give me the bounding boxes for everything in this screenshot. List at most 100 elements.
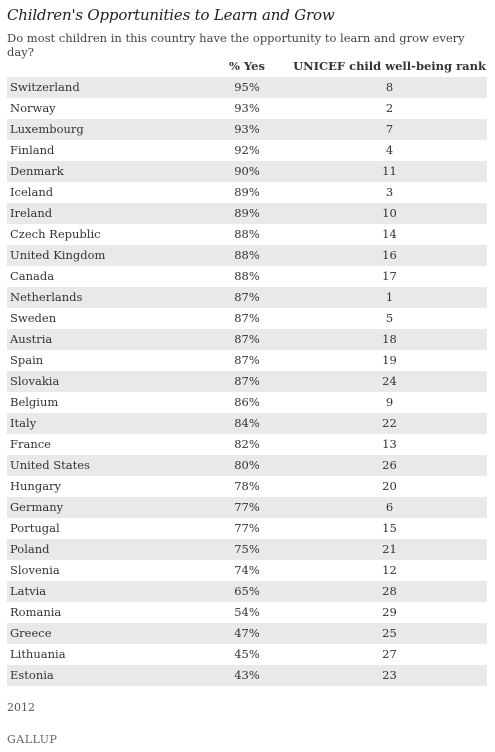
table-row: Ireland 89% 10 bbox=[7, 203, 487, 224]
unicef-rank-cell: 26 bbox=[382, 458, 397, 472]
country-cell: Czech Republic bbox=[10, 227, 101, 241]
percent-yes-cell: 88% bbox=[234, 269, 260, 283]
percent-yes-cell: 86% bbox=[234, 395, 260, 409]
table-row: Norway 93% 2 bbox=[7, 98, 487, 119]
unicef-rank-cell: 13 bbox=[382, 437, 397, 451]
gallup-logo: GALLUP bbox=[7, 733, 58, 746]
percent-yes-cell: 77% bbox=[234, 521, 260, 535]
table-row: Spain 87% 19 bbox=[7, 350, 487, 371]
percent-yes-cell: 80% bbox=[234, 458, 260, 472]
country-cell: United States bbox=[10, 458, 90, 472]
table-row: Poland 75% 21 bbox=[7, 539, 487, 560]
country-cell: Luxembourg bbox=[10, 122, 84, 136]
table-row: France 82% 13 bbox=[7, 434, 487, 455]
column-header-unicef-rank: UNICEF child well-being rank bbox=[293, 59, 486, 73]
country-cell: Netherlands bbox=[10, 290, 83, 304]
unicef-rank-cell: 27 bbox=[382, 647, 397, 661]
unicef-rank-cell: 20 bbox=[382, 479, 397, 493]
table-row: Canada 88% 17 bbox=[7, 266, 487, 287]
country-cell: France bbox=[10, 437, 51, 451]
country-cell: Switzerland bbox=[10, 80, 80, 94]
country-cell: Finland bbox=[10, 143, 55, 157]
table-row: Romania 54% 29 bbox=[7, 602, 487, 623]
table-row: Slovenia 74% 12 bbox=[7, 560, 487, 581]
table-row: Denmark 90% 11 bbox=[7, 161, 487, 182]
percent-yes-cell: 78% bbox=[234, 479, 260, 493]
unicef-rank-cell: 5 bbox=[385, 311, 394, 325]
country-cell: United Kingdom bbox=[10, 248, 106, 262]
percent-yes-cell: 74% bbox=[234, 563, 260, 577]
table-row: Luxembourg 93% 7 bbox=[7, 119, 487, 140]
unicef-rank-cell: 29 bbox=[382, 605, 397, 619]
percent-yes-cell: 45% bbox=[234, 647, 260, 661]
table-row: Switzerland 95% 8 bbox=[7, 77, 487, 98]
unicef-rank-cell: 22 bbox=[382, 416, 397, 430]
unicef-rank-cell: 9 bbox=[385, 395, 394, 409]
country-cell: Ireland bbox=[10, 206, 53, 220]
country-cell: Hungary bbox=[10, 479, 62, 493]
country-cell: Romania bbox=[10, 605, 62, 619]
percent-yes-cell: 75% bbox=[234, 542, 260, 556]
percent-yes-cell: 87% bbox=[234, 332, 260, 346]
table-row: Germany 77% 6 bbox=[7, 497, 487, 518]
country-cell: Slovakia bbox=[10, 374, 60, 388]
table-row: Sweden 87% 5 bbox=[7, 308, 487, 329]
country-cell: Estonia bbox=[10, 668, 54, 682]
table-row: United States 80% 26 bbox=[7, 455, 487, 476]
unicef-rank-cell: 2 bbox=[385, 101, 394, 115]
table-row: Estonia 43% 23 bbox=[7, 665, 487, 686]
unicef-rank-cell: 11 bbox=[382, 164, 397, 178]
unicef-rank-cell: 16 bbox=[382, 248, 397, 262]
unicef-rank-cell: 12 bbox=[382, 563, 397, 577]
unicef-rank-cell: 25 bbox=[382, 626, 397, 640]
table-row: Greece 47% 25 bbox=[7, 623, 487, 644]
table-header: % Yes UNICEF child well-being rank bbox=[7, 56, 487, 77]
percent-yes-cell: 92% bbox=[234, 143, 260, 157]
chart-title: Children's Opportunities to Learn and Gr… bbox=[7, 6, 335, 24]
percent-yes-cell: 82% bbox=[234, 437, 260, 451]
country-cell: Poland bbox=[10, 542, 50, 556]
country-cell: Spain bbox=[10, 353, 44, 367]
unicef-rank-cell: 15 bbox=[382, 521, 397, 535]
unicef-rank-cell: 7 bbox=[385, 122, 394, 136]
unicef-rank-cell: 18 bbox=[382, 332, 397, 346]
percent-yes-cell: 90% bbox=[234, 164, 260, 178]
unicef-rank-cell: 23 bbox=[382, 668, 397, 682]
percent-yes-cell: 84% bbox=[234, 416, 260, 430]
percent-yes-cell: 87% bbox=[234, 374, 260, 388]
table-row: Finland 92% 4 bbox=[7, 140, 487, 161]
country-cell: Iceland bbox=[10, 185, 54, 199]
table-row: Hungary 78% 20 bbox=[7, 476, 487, 497]
table-body: Switzerland 95% 8 Norway 93% 2 Luxembourg 93% 7 F… bbox=[7, 77, 487, 686]
country-cell: Lithuania bbox=[10, 647, 66, 661]
percent-yes-cell: 88% bbox=[234, 248, 260, 262]
table-row: Netherlands 87% 1 bbox=[7, 287, 487, 308]
unicef-rank-cell: 1 bbox=[385, 290, 394, 304]
unicef-rank-cell: 28 bbox=[382, 584, 397, 598]
percent-yes-cell: 89% bbox=[234, 185, 260, 199]
country-cell: Germany bbox=[10, 500, 64, 514]
table-row: Lithuania 45% 27 bbox=[7, 644, 487, 665]
table-row: Portugal 77% 15 bbox=[7, 518, 487, 539]
country-cell: Denmark bbox=[10, 164, 64, 178]
unicef-rank-cell: 21 bbox=[382, 542, 397, 556]
country-cell: Canada bbox=[10, 269, 55, 283]
table-row: Slovakia 87% 24 bbox=[7, 371, 487, 392]
table-row: Austria 87% 18 bbox=[7, 329, 487, 350]
country-cell: Belgium bbox=[10, 395, 59, 409]
year-label: 2012 bbox=[7, 701, 35, 714]
country-cell: Italy bbox=[10, 416, 37, 430]
unicef-rank-cell: 24 bbox=[382, 374, 397, 388]
unicef-rank-cell: 6 bbox=[385, 500, 394, 514]
unicef-rank-cell: 4 bbox=[385, 143, 394, 157]
unicef-rank-cell: 3 bbox=[385, 185, 394, 199]
percent-yes-cell: 87% bbox=[234, 311, 260, 325]
table-row: Czech Republic 88% 14 bbox=[7, 224, 487, 245]
table-row: Latvia 65% 28 bbox=[7, 581, 487, 602]
percent-yes-cell: 93% bbox=[234, 122, 260, 136]
percent-yes-cell: 77% bbox=[234, 500, 260, 514]
country-cell: Sweden bbox=[10, 311, 57, 325]
percent-yes-cell: 88% bbox=[234, 227, 260, 241]
percent-yes-cell: 47% bbox=[234, 626, 260, 640]
unicef-rank-cell: 19 bbox=[382, 353, 397, 367]
